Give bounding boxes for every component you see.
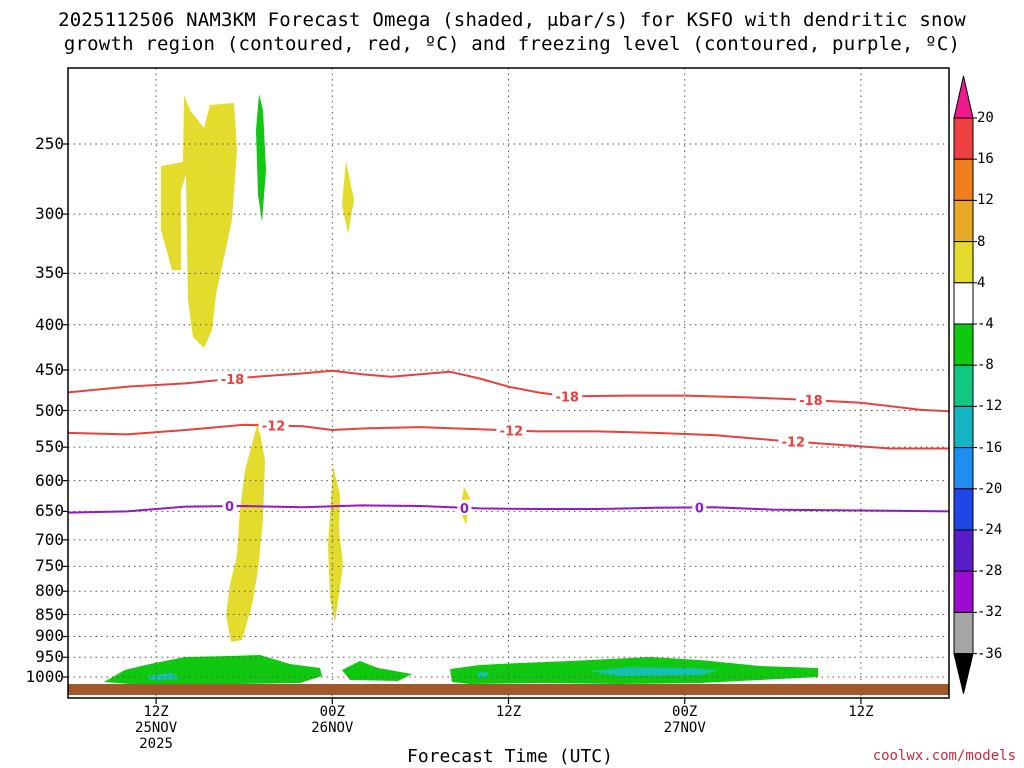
ground-bar (68, 684, 949, 695)
colorbar-bin (953, 158, 974, 201)
colorbar-label: -20 (977, 480, 1003, 497)
colorbar-label: 20 (977, 110, 994, 126)
x-tick-label-line: 27NOV (663, 720, 706, 736)
x-tick-label: 00Z 26NOV (272, 704, 392, 736)
x-tick-label-line: 00Z (672, 704, 698, 720)
colorbar-label: -32 (977, 604, 1003, 621)
x-tick-label: 00Z 27NOV (625, 704, 745, 736)
contour-label: 0 (225, 500, 234, 515)
contour-label: -18 (555, 390, 579, 405)
y-ticks (63, 143, 68, 678)
contour-label: -12 (500, 424, 524, 439)
colorbar-bin (953, 282, 974, 325)
chart-title: 2025112506 NAM3KM Forecast Omega (shaded… (58, 9, 966, 31)
colorbar-label: 12 (977, 192, 994, 209)
omega-region (342, 161, 354, 234)
colorbar-label: -8 (977, 357, 994, 374)
contour-label: 0 (695, 501, 704, 516)
y-tick-label: 850 (35, 604, 64, 624)
y-tick-label: 700 (35, 529, 64, 549)
x-tick-label-line: 26NOV (311, 720, 354, 736)
contour-label: -18 (221, 373, 245, 388)
omega-region (342, 661, 412, 681)
x-tick-label-line: 12Z (848, 704, 874, 720)
colorbar-bin (953, 117, 974, 160)
y-tick-label: 300 (35, 204, 64, 224)
y-tick-label: 350 (35, 263, 64, 283)
y-tick-label: 650 (35, 501, 64, 521)
colorbar-bin (953, 529, 974, 572)
contour-label-bg (778, 433, 809, 449)
colorbar (953, 75, 977, 694)
contour-label-bg (692, 499, 707, 515)
contour-label-bg (217, 370, 248, 386)
chart-subtitle: growth region (contoured, red, ºC) and f… (63, 33, 961, 55)
omega-region (161, 95, 237, 348)
colorbar-bin (953, 570, 974, 613)
contour-label: -18 (799, 394, 823, 409)
colorbar-bin (953, 199, 974, 243)
x-tick-label-line: 12Z (143, 704, 169, 720)
omega-region (478, 672, 488, 677)
y-tick-label: 450 (35, 359, 64, 379)
x-tick-label-line: 12Z (495, 704, 522, 720)
contour-label: -12 (262, 420, 286, 435)
colorbar-label: 16 (977, 151, 994, 168)
y-tick-label: 550 (35, 437, 64, 457)
y-tick-label: 400 (35, 314, 64, 334)
y-tick-label: 500 (35, 400, 64, 420)
colorbar-bin (953, 488, 974, 531)
y-tick-label: 950 (35, 647, 64, 667)
colorbar-bin (953, 364, 974, 407)
contour-label-bg (258, 417, 289, 433)
colorbar-label: -4 (977, 316, 994, 332)
omega-region (590, 667, 720, 676)
x-tick-label: 12Z 25NOV 2025 (96, 704, 216, 752)
x-tick-label-line: 2025 (139, 736, 173, 752)
omega-region (148, 673, 180, 680)
colorbar-bin (953, 447, 974, 490)
y-tick-label: 900 (35, 626, 64, 646)
colorbar-label: -36 (977, 645, 1003, 662)
contour-line (68, 369, 949, 413)
grid-lines (68, 68, 949, 698)
contour-label-bg (552, 388, 583, 404)
y-tick-label: 600 (35, 470, 64, 490)
contour-label: 0 (460, 502, 469, 517)
colorbar-bin (953, 323, 974, 366)
contour-label-bg (457, 499, 472, 515)
colorbar-label: -12 (977, 398, 1003, 415)
contour-line (68, 504, 949, 514)
x-tick-label: 12Z (449, 704, 569, 720)
colorbar-label: 8 (977, 233, 986, 250)
contour-labels: -18 -18 -18 -12 -12 -12 0 0 0 (217, 370, 826, 517)
colorbar-cap-bottom (953, 653, 974, 694)
contour-label-bg (795, 392, 826, 408)
x-tick-label-line: 00Z (319, 704, 345, 720)
contour-label-bg (222, 498, 237, 514)
colorbar-bin (953, 611, 974, 655)
x-ticks (155, 698, 862, 704)
credit-text: coolwx.com/models (872, 748, 1016, 764)
colorbar-label: -24 (977, 522, 1003, 538)
colorbar-cap-top (953, 75, 974, 119)
colorbar-bin (953, 405, 974, 449)
colorbar-label: -28 (977, 563, 1003, 580)
x-axis-title: Forecast Time (UTC) (407, 746, 613, 767)
x-tick-label-line: 25NOV (135, 720, 178, 736)
omega-region (226, 422, 265, 642)
contour-label: -12 (782, 436, 806, 451)
x-tick-label: 12Z (801, 704, 921, 720)
y-tick-label: 800 (35, 581, 64, 601)
colorbar-label: -16 (977, 439, 1003, 456)
contour-label-bg (496, 422, 527, 438)
y-tick-label: 750 (35, 556, 64, 576)
y-tick-label: 250 (35, 134, 64, 153)
colorbar-bin (953, 241, 974, 284)
y-tick-label: 1000 (25, 667, 64, 686)
colorbar-label: 4 (977, 274, 986, 291)
omega-region (256, 94, 266, 222)
